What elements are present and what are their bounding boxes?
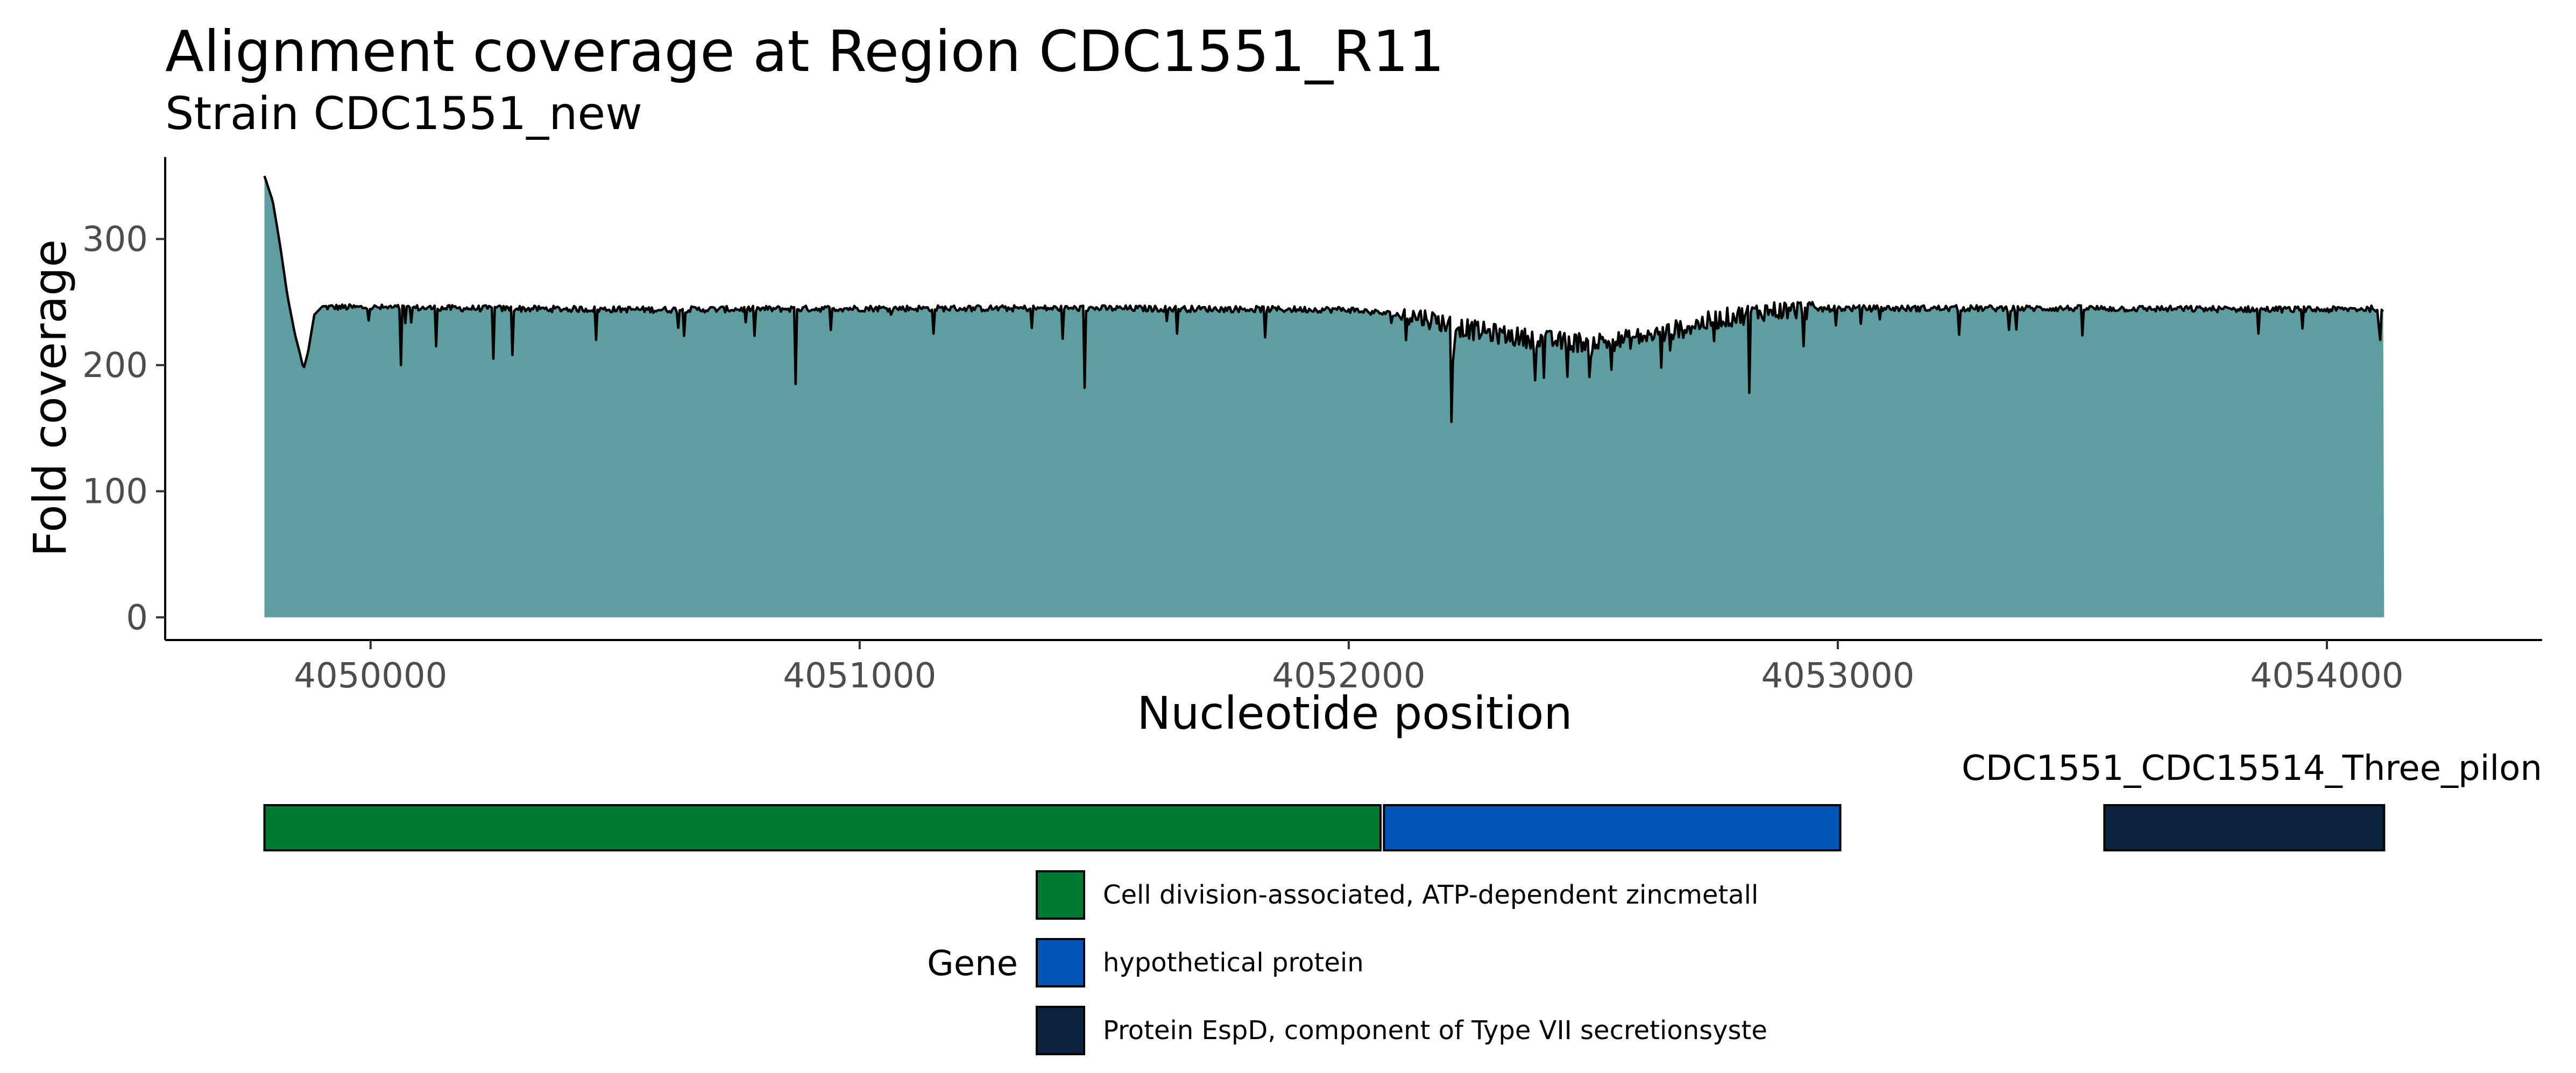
x-tick-label: 4054000 <box>2251 656 2404 696</box>
y-tick-label: 200 <box>82 346 148 386</box>
legend-label: Cell division-associated, ATP-dependent … <box>1103 880 1758 910</box>
legend-swatch <box>1036 938 1085 987</box>
coverage-line <box>263 175 2384 423</box>
legend-label: hypothetical protein <box>1103 948 1364 978</box>
x-tick-label: 4051000 <box>783 656 936 696</box>
gene-bar <box>1383 804 1842 851</box>
chart-subtitle: Strain CDC1551_new <box>165 87 642 140</box>
gene-bar <box>2103 804 2386 851</box>
coverage-area <box>264 176 2384 617</box>
y-tick-label: 0 <box>126 598 148 638</box>
gene-track-label: CDC1551_CDC15514_Three_pilon <box>1962 749 2542 788</box>
legend-label: Protein EspD, component of Type VII secr… <box>1103 1015 1767 1046</box>
gene-bar <box>263 804 1382 851</box>
legend-title: Gene <box>927 944 1018 984</box>
x-tick-label: 4050000 <box>294 656 447 696</box>
chart-title: Alignment coverage at Region CDC1551_R11 <box>165 19 1445 84</box>
y-tick-label: 300 <box>82 219 148 259</box>
legend-swatch <box>1036 1006 1085 1055</box>
y-axis-title: Fold coverage <box>24 239 76 557</box>
gene-track <box>263 804 2386 851</box>
plot-panel: 0 100 200 300 4050000 4051000 4052000 4053000 40… <box>82 157 2542 696</box>
y-tick-label: 100 <box>82 472 148 511</box>
gene-legend: Gene Cell division-associated, ATP-depen… <box>927 870 1767 1055</box>
x-tick-label: 4053000 <box>1761 656 1914 696</box>
legend-swatch <box>1036 870 1085 920</box>
x-tick-label: 4052000 <box>1272 656 1425 696</box>
x-axis-title: Nucleotide position <box>1137 687 1572 740</box>
